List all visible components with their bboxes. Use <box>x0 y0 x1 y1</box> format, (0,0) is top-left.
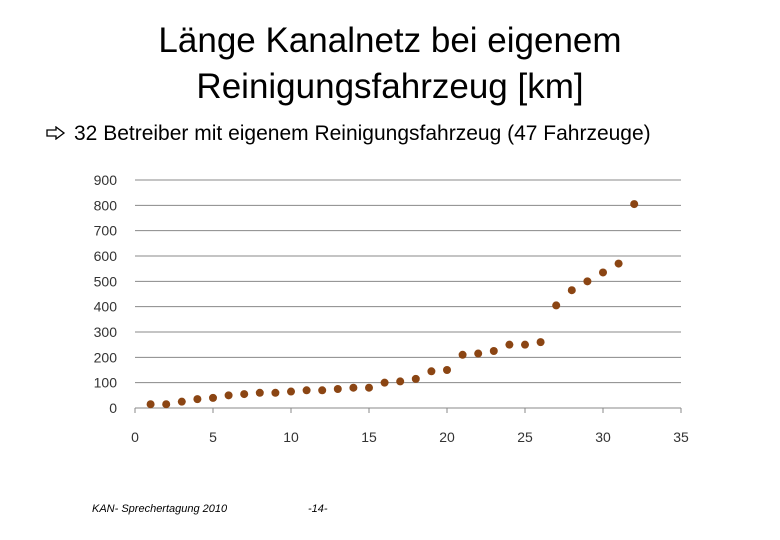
y-tick-label-400: 400 <box>94 299 118 315</box>
data-point <box>396 377 405 386</box>
data-point <box>614 259 623 268</box>
data-point <box>271 388 280 397</box>
data-point <box>302 386 311 395</box>
y-tick-label-800: 800 <box>94 197 118 213</box>
y-tick-label-700: 700 <box>94 223 118 239</box>
data-point <box>146 400 155 409</box>
data-point <box>224 391 233 400</box>
x-tick-label-30: 30 <box>595 429 611 445</box>
data-point <box>474 349 483 358</box>
y-tick-label-300: 300 <box>94 324 118 340</box>
x-tick-label-35: 35 <box>673 429 689 445</box>
data-point <box>333 385 342 393</box>
data-point <box>552 301 561 310</box>
data-point <box>458 350 467 359</box>
footer-event: KAN- Sprechertagung 2010 <box>92 503 228 515</box>
title-line-2: Reinigungsfahrzeug [km] <box>196 67 584 106</box>
data-point <box>599 268 607 277</box>
title-line-1: Länge Kanalnetz bei eigenem <box>158 21 622 60</box>
chart-axes <box>134 407 682 413</box>
data-point <box>240 390 249 399</box>
data-point <box>209 393 217 402</box>
footer-page-number: -14- <box>308 503 328 515</box>
data-point <box>162 400 171 409</box>
data-point <box>583 277 592 286</box>
x-tick-label-10: 10 <box>283 429 299 445</box>
data-point <box>427 367 436 376</box>
y-tick-label-900: 900 <box>94 172 118 188</box>
x-tick-label-20: 20 <box>439 429 455 445</box>
data-point <box>255 388 264 397</box>
data-point <box>380 378 389 387</box>
x-tick-label-0: 0 <box>131 429 139 445</box>
data-point <box>505 340 514 349</box>
data-point <box>630 200 639 209</box>
y-tick-labels: 0 100 200 300 400 500 600 700 800 900 <box>94 172 118 416</box>
y-tick-label-200: 200 <box>94 349 118 365</box>
data-point <box>411 374 420 383</box>
hollow-right-arrow-icon <box>46 122 66 146</box>
y-tick-label-600: 600 <box>94 248 118 264</box>
bullet-point: 32 Betreiber mit eigenem Reinigungsfahrz… <box>46 122 651 146</box>
slide-title: Länge Kanalnetz bei eigenem Reinigungsfa… <box>0 18 780 110</box>
data-point <box>193 395 202 404</box>
data-point <box>521 340 529 349</box>
x-tick-label-5: 5 <box>209 429 217 445</box>
data-points <box>146 200 639 409</box>
data-point <box>443 366 451 374</box>
data-point <box>287 387 295 396</box>
data-point <box>177 397 186 406</box>
x-tick-label-25: 25 <box>517 429 533 445</box>
x-tick-label-15: 15 <box>361 429 377 445</box>
data-point <box>365 383 373 392</box>
y-tick-label-0: 0 <box>109 400 117 416</box>
data-point <box>567 286 576 295</box>
data-point <box>489 347 498 355</box>
x-tick-labels: 0 5 10 15 20 25 30 35 <box>131 429 689 445</box>
y-tick-label-100: 100 <box>94 375 118 391</box>
data-point <box>536 338 545 347</box>
grid-lines <box>135 179 681 384</box>
data-point <box>318 386 327 395</box>
data-point <box>349 383 358 392</box>
bullet-text: 32 Betreiber mit eigenem Reinigungsfahrz… <box>74 122 651 145</box>
y-tick-label-500: 500 <box>94 273 118 289</box>
